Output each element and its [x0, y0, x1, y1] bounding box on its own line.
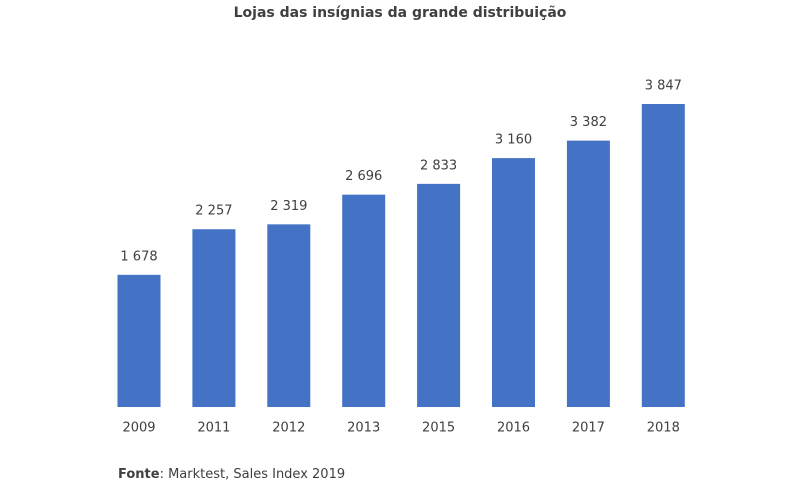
bar [192, 229, 236, 407]
x-tick-label: 2017 [572, 421, 605, 436]
x-tick-label: 2015 [422, 421, 455, 436]
value-label: 2 257 [195, 204, 232, 219]
x-tick-label: 2018 [647, 421, 680, 436]
x-tick-label: 2016 [497, 421, 530, 436]
value-label: 2 696 [345, 169, 382, 184]
value-label: 1 678 [120, 249, 157, 264]
x-tick-label: 2013 [347, 421, 380, 436]
bar [117, 274, 161, 407]
value-label: 2 833 [420, 158, 457, 173]
bar [342, 194, 386, 407]
value-label: 3 160 [495, 133, 532, 148]
value-label: 3 847 [645, 79, 682, 94]
bar [267, 224, 311, 407]
bar [566, 140, 610, 408]
x-tick-label: 2012 [272, 421, 305, 436]
bar [641, 104, 685, 407]
bar [492, 158, 535, 407]
bar [417, 183, 461, 407]
value-label: 2 319 [270, 199, 307, 214]
source-note: Fonte: Marktest, Sales Index 2019 [118, 467, 345, 482]
source-text: : Marktest, Sales Index 2019 [160, 467, 346, 482]
x-tick-label: 2011 [197, 421, 230, 436]
chart-title: Lojas das insígnias da grande distribuiç… [234, 5, 567, 21]
source-label: Fonte [118, 467, 160, 482]
x-tick-label: 2009 [122, 421, 155, 436]
value-label: 3 382 [570, 115, 607, 130]
